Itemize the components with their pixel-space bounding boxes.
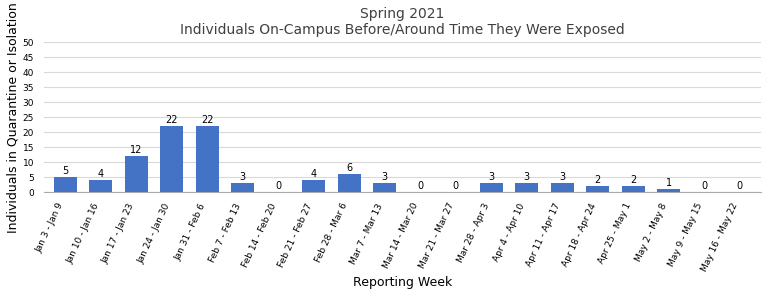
Text: 0: 0	[452, 181, 458, 191]
Bar	[303, 180, 326, 192]
Text: 0: 0	[701, 181, 707, 191]
Y-axis label: Individuals in Quarantine or Isolation: Individuals in Quarantine or Isolation	[7, 2, 20, 233]
Bar	[480, 183, 503, 192]
Text: 0: 0	[275, 181, 281, 191]
Bar	[657, 189, 680, 192]
X-axis label: Reporting Week: Reporting Week	[353, 276, 452, 289]
Bar	[551, 183, 574, 192]
Text: 4: 4	[311, 169, 317, 179]
Text: 0: 0	[737, 181, 743, 191]
Text: 0: 0	[417, 181, 423, 191]
Text: 5: 5	[62, 166, 68, 176]
Text: 3: 3	[488, 172, 495, 182]
Text: 6: 6	[346, 163, 353, 173]
Text: 22: 22	[201, 115, 214, 125]
Bar	[161, 126, 184, 192]
Bar	[124, 156, 147, 192]
Bar	[89, 180, 112, 192]
Bar	[196, 126, 219, 192]
Text: 22: 22	[165, 115, 178, 125]
Text: 3: 3	[240, 172, 246, 182]
Text: 3: 3	[524, 172, 530, 182]
Bar	[586, 186, 609, 192]
Text: 3: 3	[559, 172, 565, 182]
Text: 2: 2	[594, 175, 601, 185]
Bar	[373, 183, 396, 192]
Text: 12: 12	[130, 145, 142, 155]
Text: 4: 4	[98, 169, 104, 179]
Bar	[54, 177, 77, 192]
Title: Spring 2021
Individuals On-Campus Before/Around Time They Were Exposed: Spring 2021 Individuals On-Campus Before…	[180, 7, 625, 37]
Text: 3: 3	[382, 172, 388, 182]
Bar	[338, 174, 361, 192]
Bar	[622, 186, 645, 192]
Text: 2: 2	[630, 175, 637, 185]
Text: 1: 1	[666, 178, 672, 188]
Bar	[231, 183, 254, 192]
Bar	[515, 183, 538, 192]
